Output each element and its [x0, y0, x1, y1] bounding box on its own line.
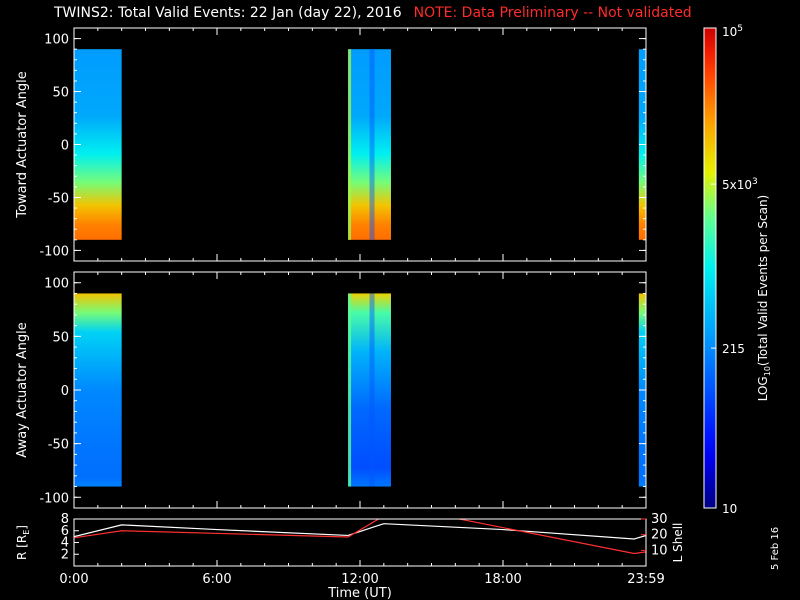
frame-ephemeris: [73, 518, 647, 567]
colorbar: 10 215 5x103 105 LOG10(Total Valid Events pe…: [703, 24, 772, 516]
ytick-label-ephemeris: 2: [61, 547, 69, 562]
title-main: TWINS2: Total Valid Events: 22 Jan (day …: [54, 5, 402, 21]
colorbar-tick-label: 5x103: [722, 177, 758, 192]
heatmap-edge-away: [348, 293, 352, 487]
ytick-label-toward: 0: [61, 139, 69, 154]
heatmap-edge-toward: [348, 49, 352, 240]
y2label-ephemeris: L Shell: [671, 523, 685, 563]
chart-title: TWINS2: Total Valid Events: 22 Jan (day …: [54, 5, 692, 21]
colorbar-frame: [703, 27, 717, 509]
colorbar-tick-label: 105: [722, 24, 743, 39]
heatmap-stripe-away: [369, 293, 375, 487]
y2tick-label-ephemeris: 30: [651, 512, 668, 527]
ytick-label-away: 0: [61, 384, 69, 399]
ytick-label-away: -50: [48, 438, 69, 453]
ytick-label-away: -100: [39, 491, 69, 506]
heatmap-block-away-1: [74, 293, 122, 487]
ytick-label-ephemeris: 6: [61, 524, 69, 539]
ytick-label-toward: 50: [52, 86, 69, 101]
y2tick-label-ephemeris: 10: [651, 543, 668, 558]
xtick-label: 6:00: [202, 572, 231, 587]
series-lshell-line: [74, 519, 646, 555]
colorbar-label: LOG10(Total Valid Events per Scan): [756, 195, 772, 402]
xtick-label: 18:00: [484, 572, 521, 587]
heatmap-block-toward-1: [74, 49, 122, 240]
ytick-label-ephemeris: 8: [61, 512, 69, 527]
heatmap-stripe-toward: [369, 49, 375, 240]
ylabel-ephemeris: R [RE]: [15, 525, 31, 560]
xtick-label: 0:00: [59, 572, 88, 587]
y2tick-label-ephemeris: 20: [651, 528, 668, 543]
ytick-label-toward: -50: [48, 191, 69, 206]
ytick-label-ephemeris: 4: [61, 536, 69, 551]
colorbar-tick-label: 215: [722, 342, 745, 356]
xtick-label: 23:59: [627, 572, 664, 587]
date-stamp: 5 Feb 16: [770, 526, 781, 570]
series-r-line: [74, 523, 646, 540]
heatmap-panel-away: 100 50 0 -50 -100 Away Actuator Angle: [15, 271, 647, 509]
xlabel: Time (UT): [327, 586, 392, 600]
heatmap-block-away-2: [348, 293, 391, 487]
ytick-label-toward: 100: [44, 33, 69, 48]
colorbar-gradient: [704, 28, 716, 508]
title-note: NOTE: Data Preliminary -- Not validated: [413, 5, 692, 21]
xtick-label: 12:00: [341, 572, 378, 587]
colorbar-tick-label: 10: [722, 502, 737, 516]
ylabel-away: Away Actuator Angle: [15, 322, 30, 457]
ytick-label-away: 100: [44, 277, 69, 292]
ephemeris-lines: [74, 519, 646, 555]
heatmap-panel-toward: 100 50 0 -50 -100 Toward Actuator Angle: [15, 27, 647, 262]
ytick-label-toward: -100: [39, 244, 69, 259]
ytick-label-away: 50: [52, 330, 69, 345]
heatmap-block-toward-2: [348, 49, 391, 240]
ylabel-toward: Toward Actuator Angle: [15, 71, 30, 218]
